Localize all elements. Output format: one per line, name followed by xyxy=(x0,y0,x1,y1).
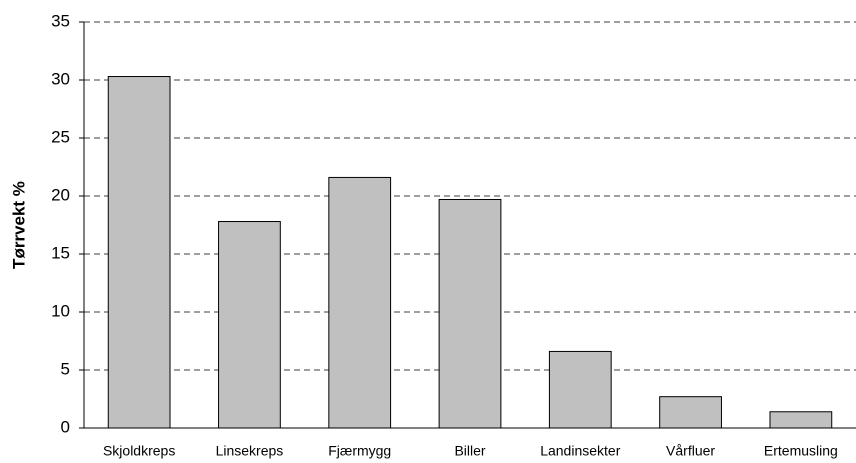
y-tick-label: 10 xyxy=(51,301,70,320)
y-tick-label: 0 xyxy=(61,417,70,436)
x-tick-label: Landinsekter xyxy=(540,443,621,459)
y-tick-label: 25 xyxy=(51,127,70,146)
bar xyxy=(218,221,281,429)
bar xyxy=(769,411,833,429)
bar xyxy=(659,396,722,429)
bar xyxy=(328,176,392,429)
x-tick-label: Ertemusling xyxy=(764,443,838,459)
x-tick-label: Skjoldkreps xyxy=(103,443,175,459)
bar xyxy=(548,350,612,429)
x-tick-label: Biller xyxy=(454,443,485,459)
x-tick-label: Linsekreps xyxy=(216,443,284,459)
y-tick-label: 5 xyxy=(61,359,70,378)
bar xyxy=(438,198,502,429)
x-tick-label: Fjærmygg xyxy=(328,443,391,459)
y-tick-label: 35 xyxy=(51,11,70,30)
y-tick-label: 20 xyxy=(51,185,70,204)
bar xyxy=(107,76,171,429)
y-tick-label: 30 xyxy=(51,69,70,88)
y-tick-label: 15 xyxy=(51,243,70,262)
x-tick-label: Vårfluer xyxy=(666,443,715,459)
y-axis-title: Tørrvekt % xyxy=(9,181,28,269)
